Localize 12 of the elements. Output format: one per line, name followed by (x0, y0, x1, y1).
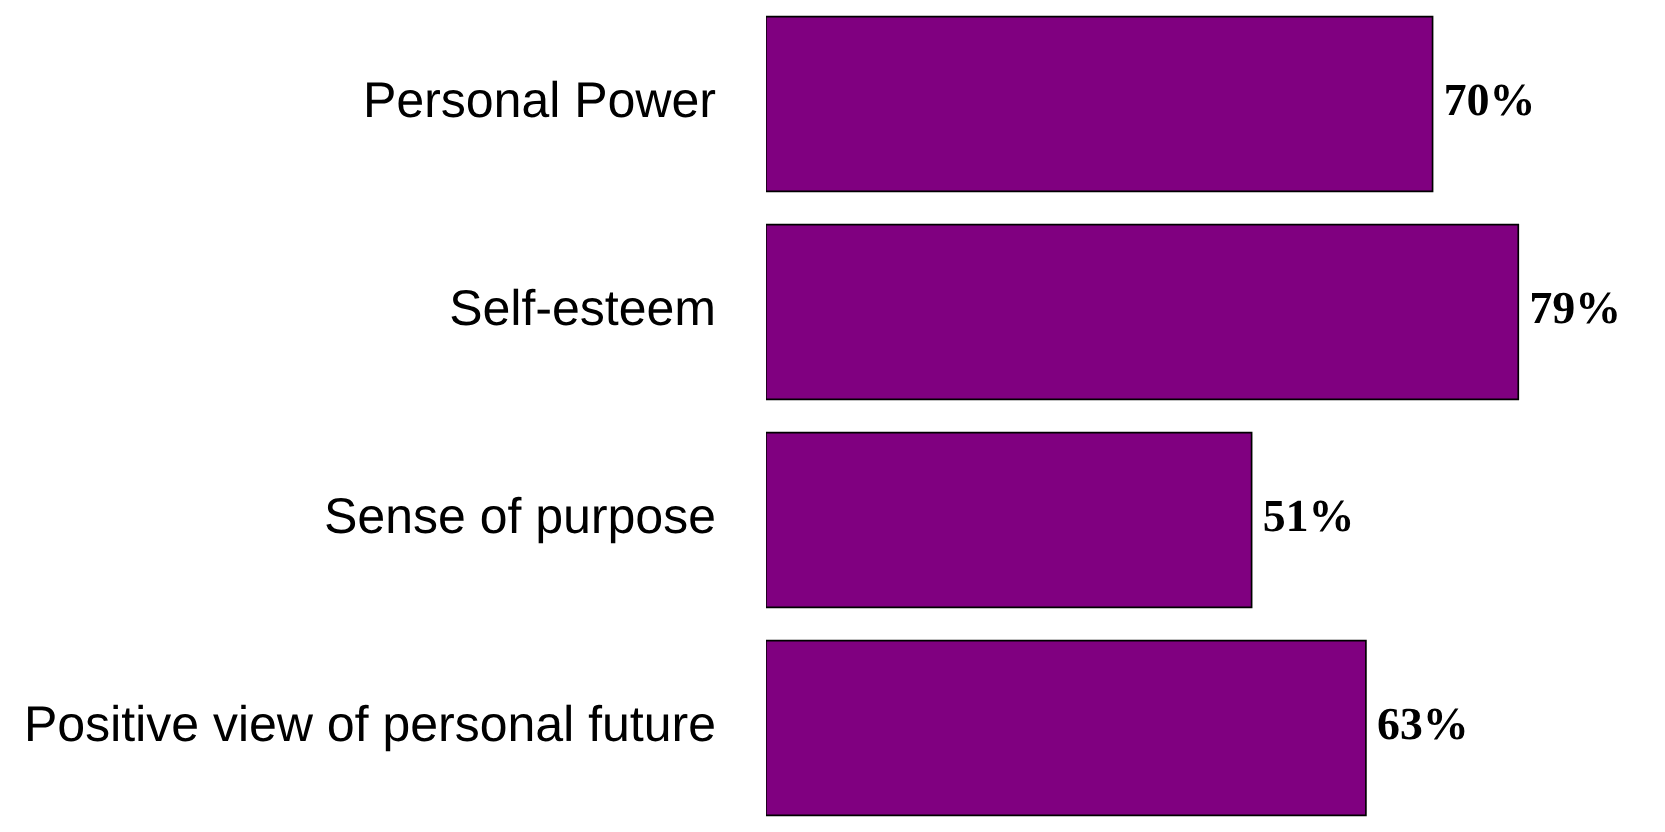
y-tick-label: Sense of purpose (326, 496, 714, 544)
bar (765, 15, 1434, 193)
bar (765, 639, 1367, 817)
data-label: 79% (1532, 292, 1617, 324)
y-tick-label: Self-esteem (451, 288, 713, 326)
data-label: 63% (1378, 708, 1465, 740)
y-tick-label: Personal Power (367, 80, 716, 118)
bar (765, 223, 1520, 401)
bar (765, 431, 1253, 609)
data-label: 70% (1446, 84, 1532, 116)
y-tick-label: Positive view of personal future (28, 704, 714, 752)
data-label: 51% (1264, 500, 1351, 532)
